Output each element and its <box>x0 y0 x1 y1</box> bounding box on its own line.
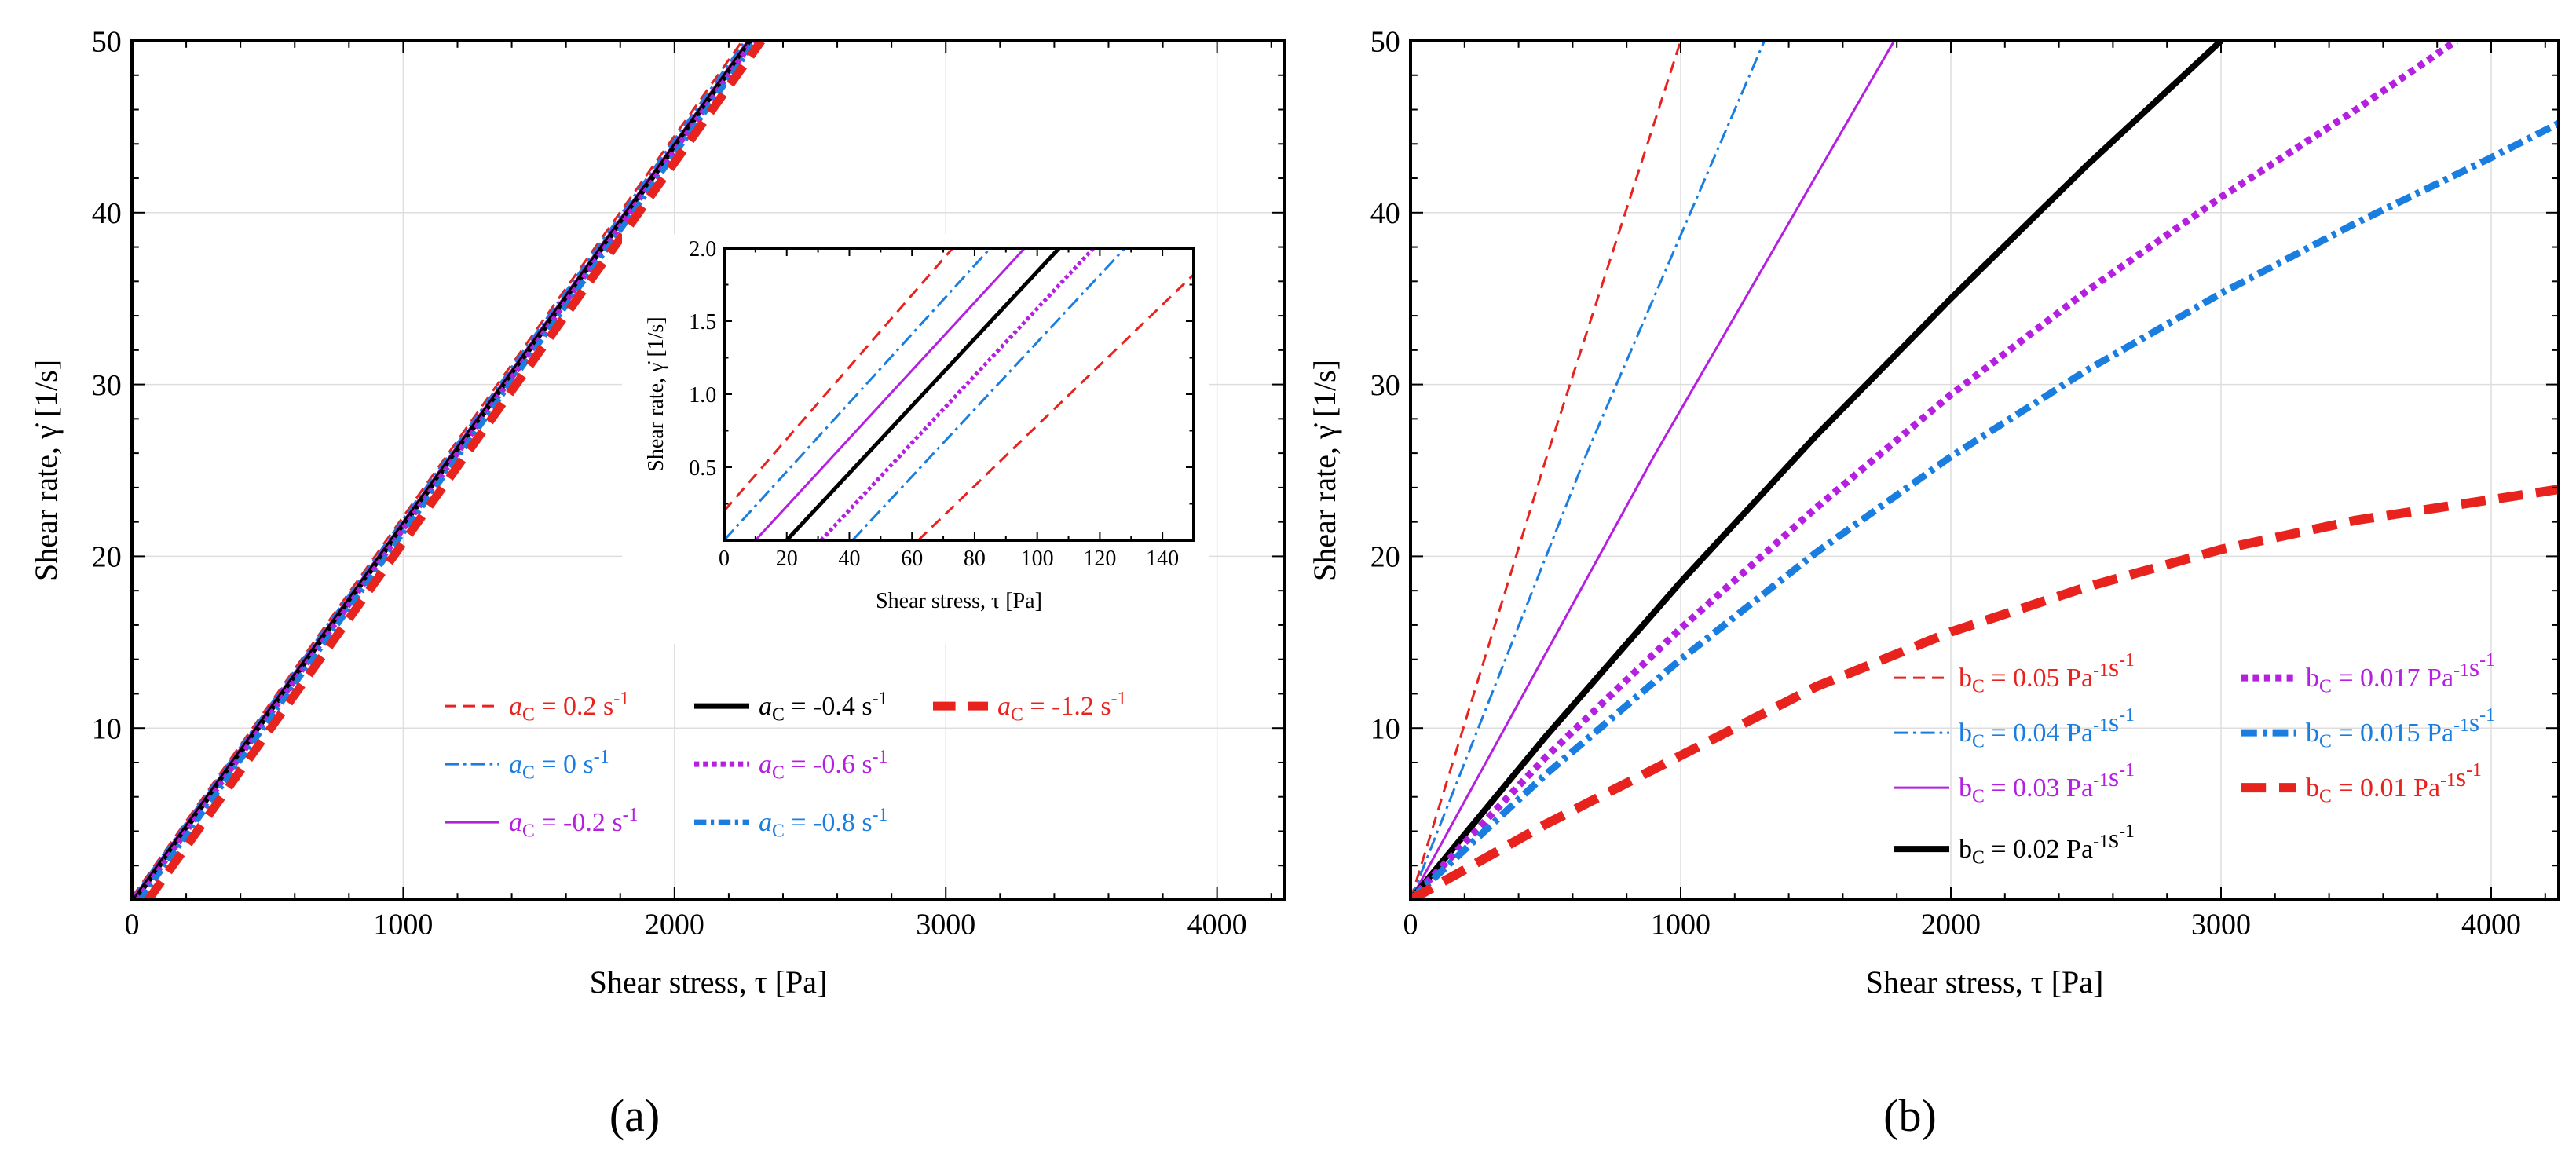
panel-a-y-axis-label: Shear rate, γ̇ [1/s] <box>28 360 64 581</box>
panel-a-x-tick-label: 3000 <box>916 909 975 942</box>
panel-a-legend-label-3: aC = -0.2 s-1 <box>509 805 638 841</box>
inset-x-axis-label: Shear stress, τ [Pa] <box>876 589 1042 613</box>
panel-a-legend-label-6: aC = -0.8 s-1 <box>759 805 887 841</box>
panel-b-y-tick-label: 20 <box>1370 541 1400 574</box>
panel-b-x-tick-label: 4000 <box>2461 909 2521 942</box>
panel-b-x-tick-label: 1000 <box>1651 909 1711 942</box>
panel-b: 0 1000 2000 3000 4000 10 20 30 40 50 Shear stress,… <box>1307 25 2560 1000</box>
panel-a-series-line-7 <box>145 41 765 900</box>
panel-a-series-line-2 <box>132 41 746 900</box>
panel-a-legend-label-5: aC = -0.6 s-1 <box>759 747 887 783</box>
panel-b-x-tick-label: 2000 <box>1921 909 1981 942</box>
inset-series-line-4 <box>785 248 1061 540</box>
inset-chart: 0 20 40 60 80 100 120 140 0.5 1.0 1.5 2.0 Shear stre… <box>644 237 1195 613</box>
panel-b-x-tick-label: 3000 <box>2191 909 2251 942</box>
inset-y-tick-label: 0.5 <box>689 456 716 481</box>
panel-b-legend: bC = 0.05 Pa-1s-1 bC = 0.04 Pa-1s-1 bC = 0… <box>1894 650 2495 868</box>
panel-b-y-axis-label: Shear rate, γ̇ [1/s] <box>1307 360 1342 581</box>
panel-b-y-tick-label: 30 <box>1370 369 1400 402</box>
panel-b-y-tick-label: 50 <box>1370 25 1400 58</box>
inset-series-line-3 <box>754 248 1026 540</box>
panel-a-legend-label-4: aC = -0.4 s-1 <box>759 689 887 725</box>
inset-x-tick-label: 20 <box>776 547 798 571</box>
panel-a-y-tick-label: 50 <box>92 25 122 58</box>
panel-b-legend-label-4: bC = 0.02 Pa-1s-1 <box>1959 821 2135 868</box>
panel-a-y-tick-label: 40 <box>92 197 122 230</box>
panel-a-x-tick-label: 2000 <box>645 909 704 942</box>
panel-b-series-line-1 <box>1411 41 1682 900</box>
panel-b-x-tick-label: 0 <box>1403 909 1418 942</box>
panel-b-legend-label-6: bC = 0.015 Pa-1s-1 <box>2306 705 2495 752</box>
panel-a-y-tick-label: 10 <box>92 713 122 746</box>
panel-a-legend-label-1: aC = 0.2 s-1 <box>509 689 629 725</box>
panel-b-series-line-4 <box>1411 41 2223 900</box>
panel-b-y-tick-label: 40 <box>1370 197 1400 230</box>
inset-series-line-7 <box>917 273 1194 540</box>
panel-b-label: (b) <box>1883 1090 1937 1141</box>
panel-b-legend-label-3: bC = 0.03 Pa-1s-1 <box>1959 760 2135 806</box>
inset-y-axis-label: Shear rate, γ̇ [1/s] <box>644 316 668 471</box>
inset-y-tick-label: 1.0 <box>689 383 716 408</box>
inset-series-line-6 <box>851 248 1126 540</box>
panel-a-x-tick-label: 0 <box>125 909 140 942</box>
inset-x-tick-label: 140 <box>1146 547 1179 571</box>
panel-a-series-line-6 <box>137 41 759 900</box>
panel-b-series-line-5 <box>1411 41 2458 900</box>
panel-b-legend-label-2: bC = 0.04 Pa-1s-1 <box>1959 705 2135 752</box>
panel-a-label: (a) <box>609 1090 660 1141</box>
panel-a-x-axis-label: Shear stress, τ [Pa] <box>590 964 828 1000</box>
panel-b-plot-frame <box>1409 39 2560 901</box>
inset-y-tick-label: 1.5 <box>689 310 716 335</box>
inset-x-tick-label: 100 <box>1021 547 1054 571</box>
panel-a-x-tick-label: 1000 <box>373 909 433 942</box>
panel-b-series-line-2 <box>1411 41 1766 900</box>
inset-x-tick-label: 40 <box>838 547 860 571</box>
inset-x-tick-label: 120 <box>1083 547 1116 571</box>
panel-b-series-line-6 <box>1411 119 2559 900</box>
inset-y-tick-label: 2.0 <box>689 237 716 261</box>
panel-a-series-line-4 <box>132 41 753 900</box>
inset-series-line-2 <box>724 248 992 540</box>
panel-a-y-tick-label: 30 <box>92 369 122 402</box>
inset-x-tick-label: 60 <box>901 547 923 571</box>
panel-a-legend-label-7: aC = -1.2 s-1 <box>997 689 1126 725</box>
panel-b-series-line-3 <box>1411 41 1896 900</box>
panel-b-y-tick-label: 10 <box>1370 713 1400 746</box>
panel-b-legend-label-7: bC = 0.01 Pa-1s-1 <box>2306 760 2482 806</box>
inset-x-tick-label: 0 <box>719 547 730 571</box>
panel-a-series-line-1 <box>132 41 744 898</box>
panel-b-legend-label-5: bC = 0.017 Pa-1s-1 <box>2306 650 2495 697</box>
panel-a-y-tick-label: 20 <box>92 541 122 574</box>
panel-a-plot-frame <box>130 39 1286 901</box>
panel-b-series-line-7 <box>1411 485 2559 900</box>
panel-a-legend-label-2: aC = 0 s-1 <box>509 747 609 783</box>
panel-b-x-axis-label: Shear stress, τ [Pa] <box>1866 964 2104 1000</box>
panel-a-legend: aC = 0.2 s-1 aC = 0 s-1 aC = -0.2 s-1 aC = … <box>445 689 1126 841</box>
inset-series-line-1 <box>724 248 954 512</box>
panel-b-legend-label-1: bC = 0.05 Pa-1s-1 <box>1959 650 2135 697</box>
inset-x-tick-label: 80 <box>964 547 986 571</box>
panel-a-x-tick-label: 4000 <box>1187 909 1247 942</box>
